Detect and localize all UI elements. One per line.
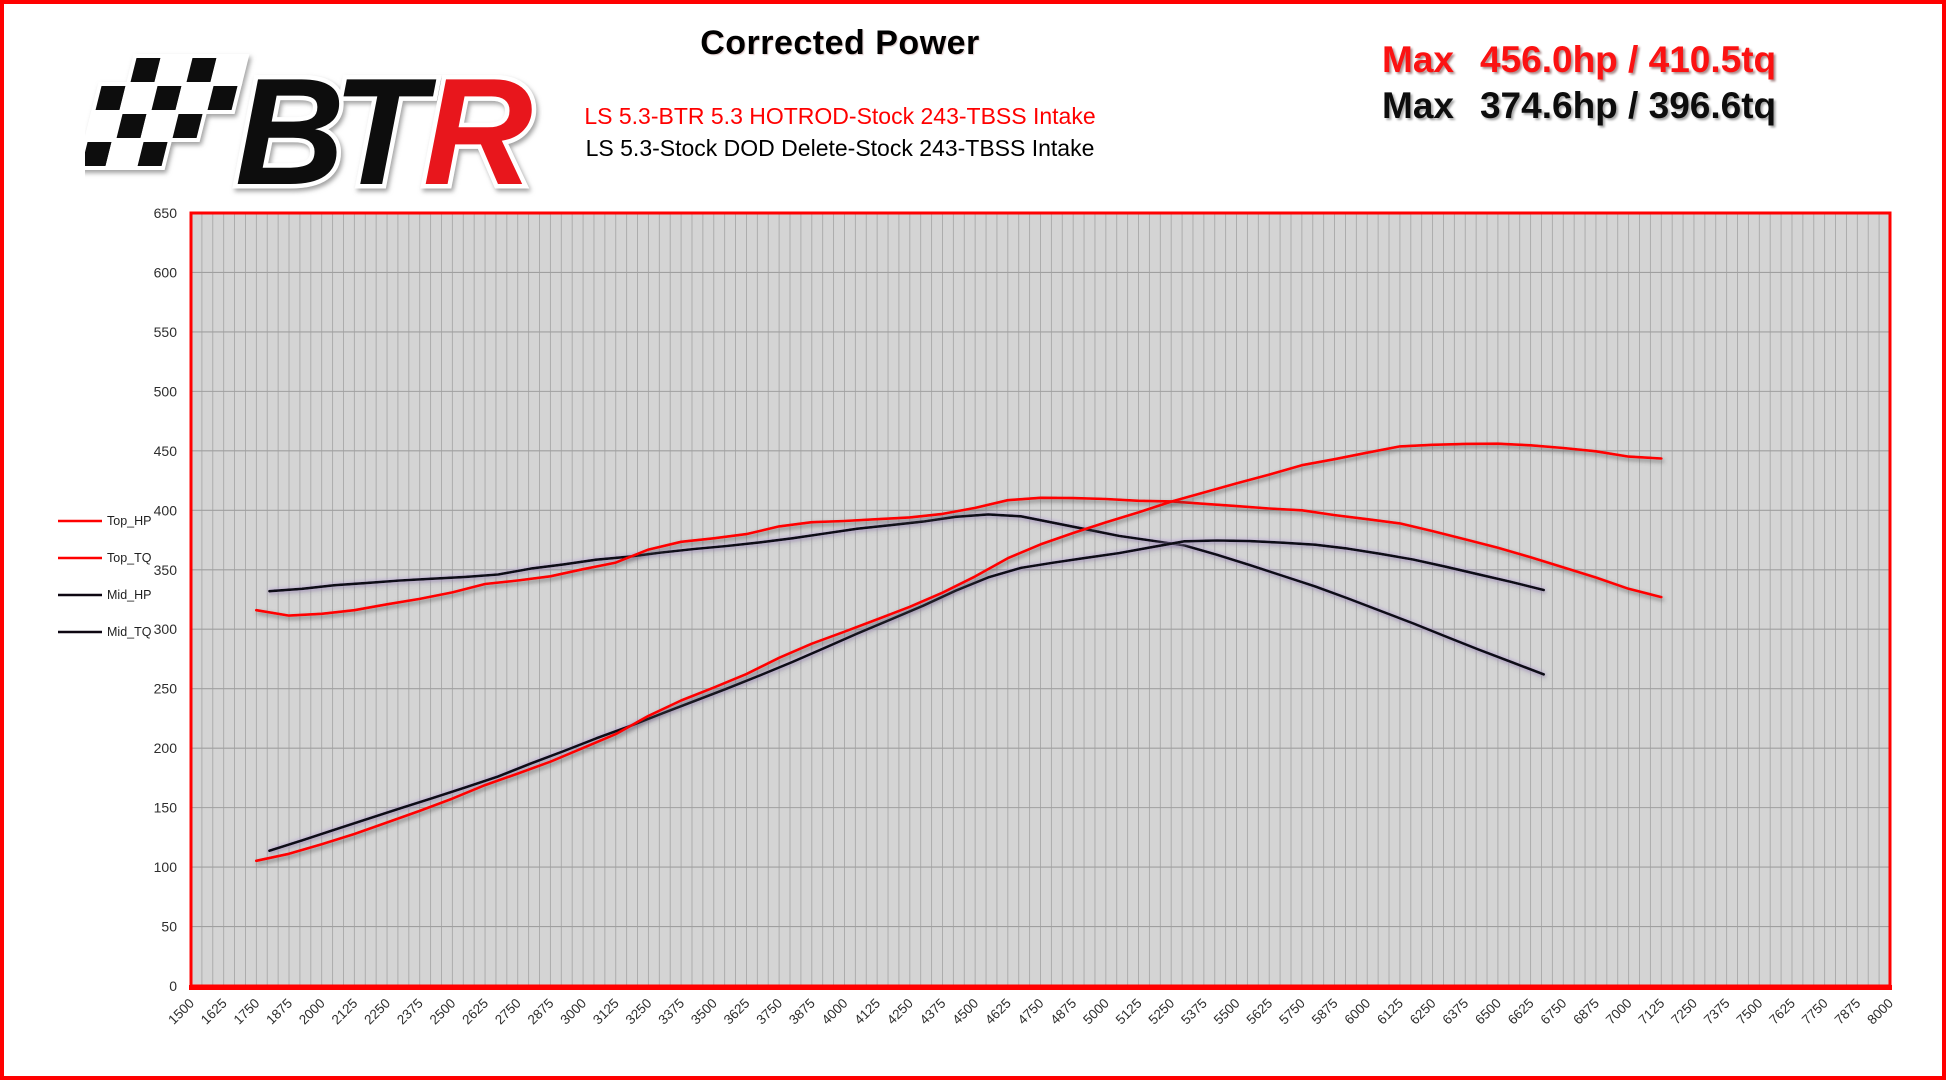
x-axis-label: 3625 (721, 996, 753, 1028)
x-axis-label: 7000 (1603, 996, 1635, 1028)
x-axis-label: 3750 (753, 996, 785, 1028)
x-axis-label: 2500 (427, 996, 459, 1028)
x-axis-label: 7875 (1832, 996, 1864, 1028)
x-axis-label: 3000 (557, 996, 589, 1028)
x-axis-label: 2750 (492, 996, 524, 1028)
x-axis-label: 1500 (165, 996, 197, 1028)
y-axis-label: 450 (154, 443, 178, 459)
y-axis-label: 650 (154, 205, 178, 221)
x-axis-label: 2000 (296, 996, 328, 1028)
x-axis-label: 7375 (1701, 996, 1733, 1028)
x-axis-label: 4875 (1047, 996, 1079, 1028)
x-axis-label: 7125 (1636, 996, 1668, 1028)
y-axis-label: 50 (161, 919, 177, 935)
horizontal-gridlines (191, 271, 1890, 928)
x-axis-label: 3500 (688, 996, 720, 1028)
legend-label: Top_TQ (107, 551, 152, 565)
x-axis-label: 5750 (1276, 996, 1308, 1028)
vertical-gridlines (201, 213, 1880, 986)
x-axis-label: 5625 (1243, 996, 1275, 1028)
x-axis-label: 8000 (1864, 996, 1896, 1028)
max-top-label: Max (1382, 39, 1454, 80)
x-axis-label: 4125 (851, 996, 883, 1028)
logo-letter-r: R (423, 47, 533, 208)
x-axis-label: 6625 (1505, 996, 1537, 1028)
x-axis-label: 7500 (1734, 996, 1766, 1028)
y-axis-label: 0 (169, 978, 177, 994)
y-axis-labels: 0 50 100 150 200 250 300 350 400 450 500 550 600 650 (154, 205, 178, 994)
legend-item-mid-tq: Mid_TQ (58, 625, 152, 639)
x-axis-label: 5375 (1178, 996, 1210, 1028)
x-axis-label: 3125 (590, 996, 622, 1028)
legend-label: Mid_TQ (107, 625, 152, 639)
subtitle-mid-run: LS 5.3-Stock DOD Delete-Stock 243-TBSS I… (585, 135, 1095, 161)
y-axis-label: 100 (154, 859, 178, 875)
y-axis-label: 300 (154, 621, 178, 637)
y-axis-label: 350 (154, 562, 178, 578)
x-axis-label: 4375 (917, 996, 949, 1028)
max-mid-label: Max (1382, 84, 1454, 126)
legend-item-top-tq: Top_TQ (58, 551, 152, 565)
y-axis-label: 550 (154, 324, 178, 340)
x-axis-label: 6250 (1407, 996, 1439, 1028)
x-axis-label: 5250 (1145, 996, 1177, 1028)
x-axis-label: 2125 (329, 996, 361, 1028)
x-axis-label: 2250 (361, 996, 393, 1028)
series-top-hp (254, 442, 1663, 863)
x-axis-label: 2875 (525, 996, 557, 1028)
x-axis-label: 4750 (1015, 996, 1047, 1028)
x-axis-label: 2375 (394, 996, 426, 1028)
y-axis-label: 500 (154, 383, 178, 399)
legend-label: Top_HP (107, 514, 151, 528)
x-axis-labels: 1500 1625 1750 1875 2000 2125 2250 2375 2500 2625… (165, 996, 1896, 1028)
x-axis-label: 6000 (1341, 996, 1373, 1028)
x-axis-label: 5875 (1309, 996, 1341, 1028)
y-axis-label: 400 (154, 502, 178, 518)
max-readouts: Max 456.0hp / 410.5tq Max 374.6hp / 396.… (1382, 38, 1776, 127)
x-axis-label: 4250 (884, 996, 916, 1028)
x-axis-label: 4500 (949, 996, 981, 1028)
x-axis-label: 1875 (263, 996, 295, 1028)
x-axis-label: 6375 (1440, 996, 1472, 1028)
legend-label: Mid_HP (107, 588, 151, 602)
x-axis-label: 6875 (1570, 996, 1602, 1028)
checkered-flag-icon (85, 54, 250, 170)
x-axis-label: 1625 (198, 996, 230, 1028)
header: Corrected Power LS 5.3-BTR 5.3 HOTROD-St… (390, 0, 1290, 162)
x-axis-label: 5000 (1080, 996, 1112, 1028)
x-axis-label: 1750 (231, 996, 263, 1028)
y-axis-label: 150 (154, 800, 178, 816)
x-axis-label: 2625 (459, 996, 491, 1028)
x-axis-label: 5500 (1211, 996, 1243, 1028)
x-axis-label: 6750 (1538, 996, 1570, 1028)
x-axis-label: 7250 (1668, 996, 1700, 1028)
subtitle-top-run: LS 5.3-BTR 5.3 HOTROD-Stock 243-TBSS Int… (584, 103, 1096, 129)
x-axis-label: 3250 (623, 996, 655, 1028)
x-axis-label: 4000 (819, 996, 851, 1028)
x-axis-label: 6125 (1374, 996, 1406, 1028)
y-axis-label: 600 (154, 264, 178, 280)
x-axis-label: 5125 (1113, 996, 1145, 1028)
series-mid-tq (268, 513, 1545, 676)
x-axis-label: 7750 (1799, 996, 1831, 1028)
y-axis-label: 250 (154, 681, 178, 697)
x-axis-label: 3375 (655, 996, 687, 1028)
legend: Top_HP Top_TQ Mid_HP Mid_TQ (58, 514, 152, 639)
legend-item-mid-hp: Mid_HP (58, 588, 151, 602)
chart-title: Corrected Power (700, 24, 980, 62)
y-axis-label: 200 (154, 740, 178, 756)
legend-item-top-hp: Top_HP (58, 514, 151, 528)
x-axis-label: 7625 (1766, 996, 1798, 1028)
series-top-tq (254, 496, 1663, 617)
series-mid-hp (268, 539, 1545, 853)
max-top-value: 456.0hp / 410.5tq (1479, 39, 1777, 80)
x-axis-label: 4625 (982, 996, 1014, 1028)
btr-logo: BT R (85, 43, 537, 208)
max-mid-value: 374.6hp / 396.6tq (1479, 84, 1777, 126)
x-axis-label: 6500 (1472, 996, 1504, 1028)
x-axis-label: 3875 (786, 996, 818, 1028)
